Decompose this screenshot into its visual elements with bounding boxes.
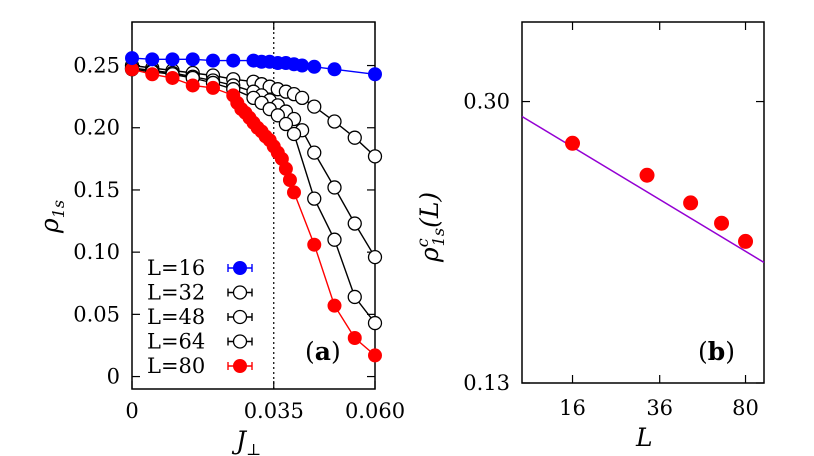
data-point xyxy=(347,289,362,305)
data-point xyxy=(639,167,655,183)
legend-label: L=48 xyxy=(147,305,205,329)
panel-b-x-axis-label: L xyxy=(635,423,653,452)
legend-marker xyxy=(232,334,248,349)
data-point xyxy=(145,67,160,82)
data-point xyxy=(368,67,382,82)
x-tick-label: 16 xyxy=(559,396,586,420)
legend-label: L=32 xyxy=(147,281,205,305)
legend-entry: L=32 xyxy=(147,281,253,305)
panel-b-series xyxy=(521,115,765,264)
data-point xyxy=(270,108,285,123)
y-tick-label: 0.25 xyxy=(73,54,120,78)
legend-marker xyxy=(232,309,248,325)
data-point xyxy=(165,70,180,85)
series-L-80 xyxy=(125,62,382,363)
data-point xyxy=(307,237,322,252)
data-point xyxy=(206,53,220,68)
legend-label: L=80 xyxy=(147,354,205,378)
legend-marker xyxy=(233,261,247,275)
data-point xyxy=(368,348,382,363)
data-point xyxy=(307,191,322,206)
x-tick-label: 80 xyxy=(732,396,759,420)
panel-a-series xyxy=(124,51,383,363)
panel-a-y-ticks: 0 0.05 0.10 0.15 0.20 0.25 xyxy=(73,54,375,389)
data-point xyxy=(307,145,322,160)
data-point xyxy=(327,232,342,247)
data-point xyxy=(295,58,310,73)
panel-b-frame xyxy=(521,21,765,384)
panel-b-x-ticks: 16 36 80 xyxy=(559,22,759,420)
data-point xyxy=(145,52,160,67)
data-point xyxy=(294,90,310,106)
x-tick-label: 36 xyxy=(646,396,673,420)
panel-a-x-ticks: 0 0.035 0.060 xyxy=(125,22,405,423)
legend-entry: L=64 xyxy=(147,330,253,354)
data-point xyxy=(327,180,342,195)
data-point xyxy=(683,195,699,211)
data-point xyxy=(125,51,139,66)
y-tick-label: 0.20 xyxy=(73,116,120,140)
panel-a-chart: 00.050.100.150.200.25 0 0.035 0.060 L=16L=… xyxy=(35,21,405,456)
panel-b-y-ticks: 0.13 0.30 xyxy=(463,90,764,395)
legend-entry: L=16 xyxy=(147,256,253,280)
x-tick-label: 0.035 xyxy=(244,399,304,423)
panel-a-legend: L=16L=32L=48L=64L=80 xyxy=(147,256,253,378)
data-point xyxy=(565,135,581,151)
data-point xyxy=(714,215,730,231)
y-tick-label: 0.13 xyxy=(463,371,510,395)
data-point xyxy=(185,78,200,93)
data-point xyxy=(206,80,220,95)
panel-a-label: (a) xyxy=(305,337,341,366)
data-point xyxy=(286,126,302,142)
data-point xyxy=(347,330,362,345)
y-tick-label: 0.10 xyxy=(73,240,120,264)
data-point xyxy=(307,59,322,74)
data-point xyxy=(347,216,362,231)
legend-label: L=16 xyxy=(147,256,205,280)
legend-entry: L=48 xyxy=(147,305,253,329)
legend-label: L=64 xyxy=(147,330,205,354)
data-point xyxy=(327,62,342,77)
data-point xyxy=(307,99,322,114)
data-point xyxy=(278,116,294,132)
series-L-16 xyxy=(125,51,382,82)
panel-a-frame xyxy=(131,21,376,390)
panel-a-x-axis-label: J⊥ xyxy=(231,426,261,456)
data-point xyxy=(327,114,342,129)
data-point xyxy=(287,185,301,200)
data-point xyxy=(226,53,241,68)
data-point xyxy=(327,298,342,313)
x-tick-label: 0.060 xyxy=(345,399,405,423)
panel-b-chart: 0.13 0.30 16 36 80 (b) L ρc1s(L) xyxy=(413,21,765,452)
legend-entry: L=80 xyxy=(147,354,253,378)
y-tick-label: 0 xyxy=(107,365,120,389)
y-tick-label: 0.30 xyxy=(463,90,510,114)
data-point xyxy=(282,172,297,187)
y-tick-label: 0.05 xyxy=(73,302,120,326)
x-tick-label: 0 xyxy=(125,399,138,423)
y-tick-label: 0.15 xyxy=(73,178,120,202)
data-point xyxy=(367,249,383,265)
data-point xyxy=(165,52,180,67)
fit-line xyxy=(521,115,765,264)
data-point xyxy=(347,130,362,145)
panel-b-label: (b) xyxy=(698,337,735,366)
data-point xyxy=(185,52,200,67)
data-point xyxy=(367,315,383,331)
legend-marker xyxy=(233,359,247,373)
series-L-32 xyxy=(124,58,383,164)
legend-marker xyxy=(232,285,248,300)
data-point xyxy=(367,149,383,164)
panel-b-y-axis-label: ρc1s(L) xyxy=(413,192,448,263)
data-point xyxy=(738,233,754,249)
panel-a-y-axis-label: ρ1s xyxy=(35,200,68,234)
